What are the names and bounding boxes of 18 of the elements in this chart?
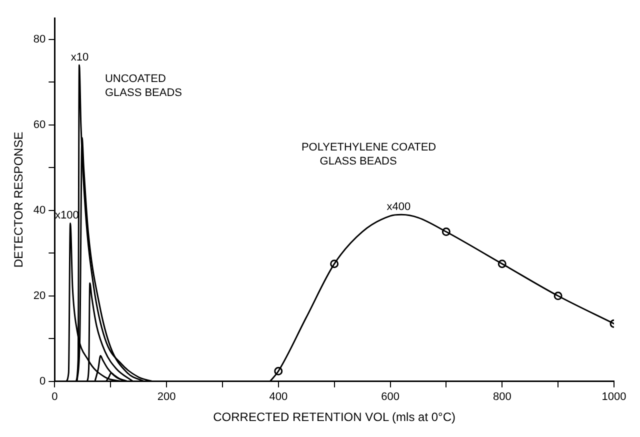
y-tick-label: 20 [33,290,46,302]
annotation: x10 [70,52,89,64]
x-axis-title: CORRECTED RETENTION VOL (mls at 0°C) [213,410,456,424]
x-tick-label: 1000 [602,391,626,404]
x-tick-label: 400 [269,391,288,404]
y-axis-title: DETECTOR RESPONSE [12,132,26,268]
y-tick-label: 80 [33,33,46,46]
x-tick-label: 200 [157,391,176,404]
y-tick-label: 60 [33,118,46,131]
y-tick-label: 40 [33,204,46,216]
x-tick-label: 600 [381,391,400,404]
annotation: x100 [55,210,79,222]
y-tick-label: 0 [40,375,46,388]
x-tick-label: 800 [492,391,512,404]
annotation: POLYETHYLENE COATED GLASS BEADS [301,142,436,168]
annotation: UNCOATED GLASS BEADS [104,73,182,100]
annotation: x400 [386,201,411,214]
x-tick-label: 0 [52,391,58,404]
